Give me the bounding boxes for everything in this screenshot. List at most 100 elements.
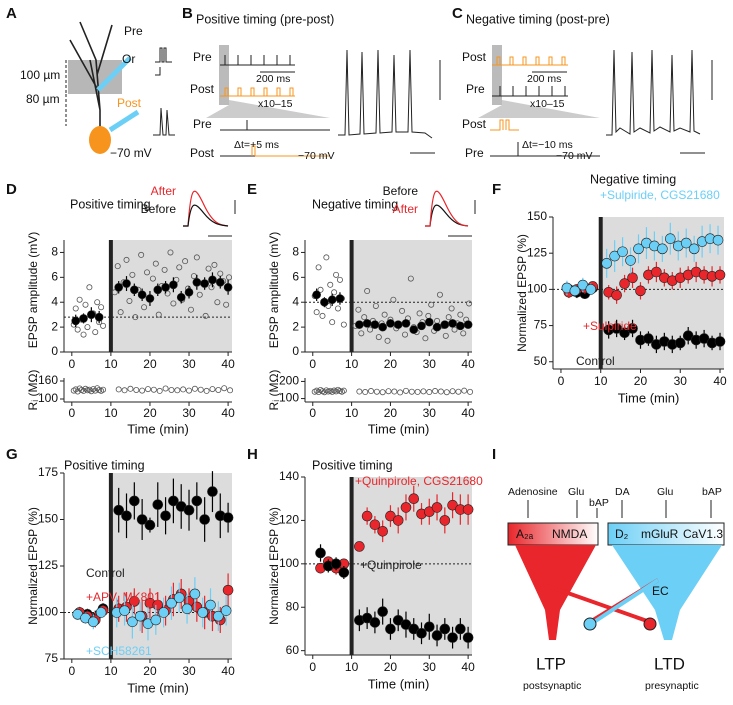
data-point [87, 310, 96, 319]
data-point [417, 321, 426, 331]
data-point-open [90, 386, 97, 393]
data-point [199, 514, 210, 525]
box-label: D₂ [615, 527, 629, 541]
data-point [192, 278, 202, 287]
data-point-open [133, 386, 140, 393]
label: Pre [193, 50, 212, 64]
data-point [362, 319, 372, 328]
data-point-open [422, 335, 429, 342]
label: Post [462, 117, 487, 131]
y-tick-label: 150 [527, 209, 547, 223]
x-tick-label: 20 [143, 406, 157, 420]
chart-title: Negative timing [590, 172, 676, 186]
x-tick-label: 30 [182, 357, 196, 371]
data-point-open [141, 304, 148, 311]
panel-letter: H [247, 446, 258, 463]
data-point [153, 285, 163, 295]
data-point [601, 258, 612, 269]
site-label: presynaptic [645, 680, 699, 692]
y-tick-label: 8 [292, 245, 299, 259]
panel-c: Negative timing (post-pre) Post Pre 200 … [462, 12, 713, 162]
data-point [222, 584, 234, 596]
data-point [354, 541, 365, 552]
y-tick-label: 100 [279, 556, 299, 570]
data-point [150, 614, 162, 626]
data-point-open [138, 251, 145, 258]
input-label: Glu [568, 486, 585, 498]
data-point-open [227, 387, 234, 394]
data-point [643, 333, 654, 344]
post-zoom [490, 119, 519, 131]
x-tick-label: 10 [345, 406, 359, 420]
chart-title: Positive timing [64, 458, 145, 472]
x-tick-label: 30 [423, 660, 437, 674]
data-point [688, 243, 700, 255]
data-point-open [432, 388, 439, 395]
data-point-open [176, 264, 183, 271]
highlight [492, 45, 502, 105]
data-point [378, 322, 387, 332]
x-tick-label: 0 [309, 660, 316, 674]
dendrites [69, 21, 113, 140]
data-point [338, 567, 350, 578]
label: −70 mV [556, 150, 592, 162]
y-tick-label: 60 [286, 643, 300, 657]
y-tick-label: 160 [38, 373, 58, 387]
data-point [205, 599, 216, 611]
y-tick-label: 150 [38, 512, 58, 526]
data-point [569, 285, 581, 297]
data-point [94, 312, 104, 322]
data-point-open [72, 386, 79, 393]
data-point-open [361, 314, 368, 321]
label: Pre [124, 24, 143, 38]
pre-train [220, 55, 295, 66]
data-point [130, 285, 139, 295]
data-point [448, 319, 457, 328]
box-label: A₂ₐ [516, 527, 534, 541]
y-tick-label: 8 [51, 245, 58, 259]
data-point-open [208, 284, 215, 291]
x-tick-label: 0 [68, 357, 75, 371]
data-point-open [129, 271, 136, 278]
zoom-wedge [478, 100, 600, 118]
data-point [191, 495, 203, 507]
series-label: +SCH58261 [86, 644, 152, 658]
outcome-label: LTD [654, 654, 685, 673]
panel-letter: C [452, 5, 463, 22]
title: Positive timing (pre-post) [196, 12, 334, 26]
data-point [680, 237, 692, 249]
y-tick-label: 6 [51, 270, 58, 284]
y-tick-label: 125 [38, 558, 58, 572]
data-point-open [437, 388, 444, 395]
data-point-open [448, 305, 455, 312]
label: Δt=−10 ms [522, 139, 573, 151]
panel-letter: A [6, 5, 17, 22]
chart-title: Positive timing [70, 197, 151, 211]
x-tick-label: 10 [345, 357, 359, 371]
data-point-open [149, 275, 156, 282]
box-label: mGluR [641, 527, 679, 541]
data-point [168, 495, 179, 507]
data-point-open [356, 388, 363, 395]
data-point [161, 282, 170, 292]
x-tick-label: 30 [423, 406, 437, 420]
data-point [408, 493, 420, 505]
inset-label: After [151, 184, 176, 198]
data-point-open [223, 301, 230, 308]
data-point-open [139, 387, 146, 394]
data-point-open [168, 386, 175, 393]
data-point [169, 280, 178, 290]
scale-label: 200 ms [256, 73, 290, 85]
data-point [173, 592, 185, 603]
label: Post [117, 96, 142, 110]
data-point-open [115, 386, 122, 393]
zoom-traces [220, 71, 330, 157]
x-tick-label: 40 [221, 664, 235, 678]
data-point [213, 610, 224, 622]
data-point-open [80, 331, 87, 338]
data-point [447, 632, 458, 643]
post-region [110, 240, 232, 352]
data-point-open [74, 388, 81, 395]
y-tick-label: 100 [38, 605, 58, 619]
data-point-open [197, 386, 204, 393]
